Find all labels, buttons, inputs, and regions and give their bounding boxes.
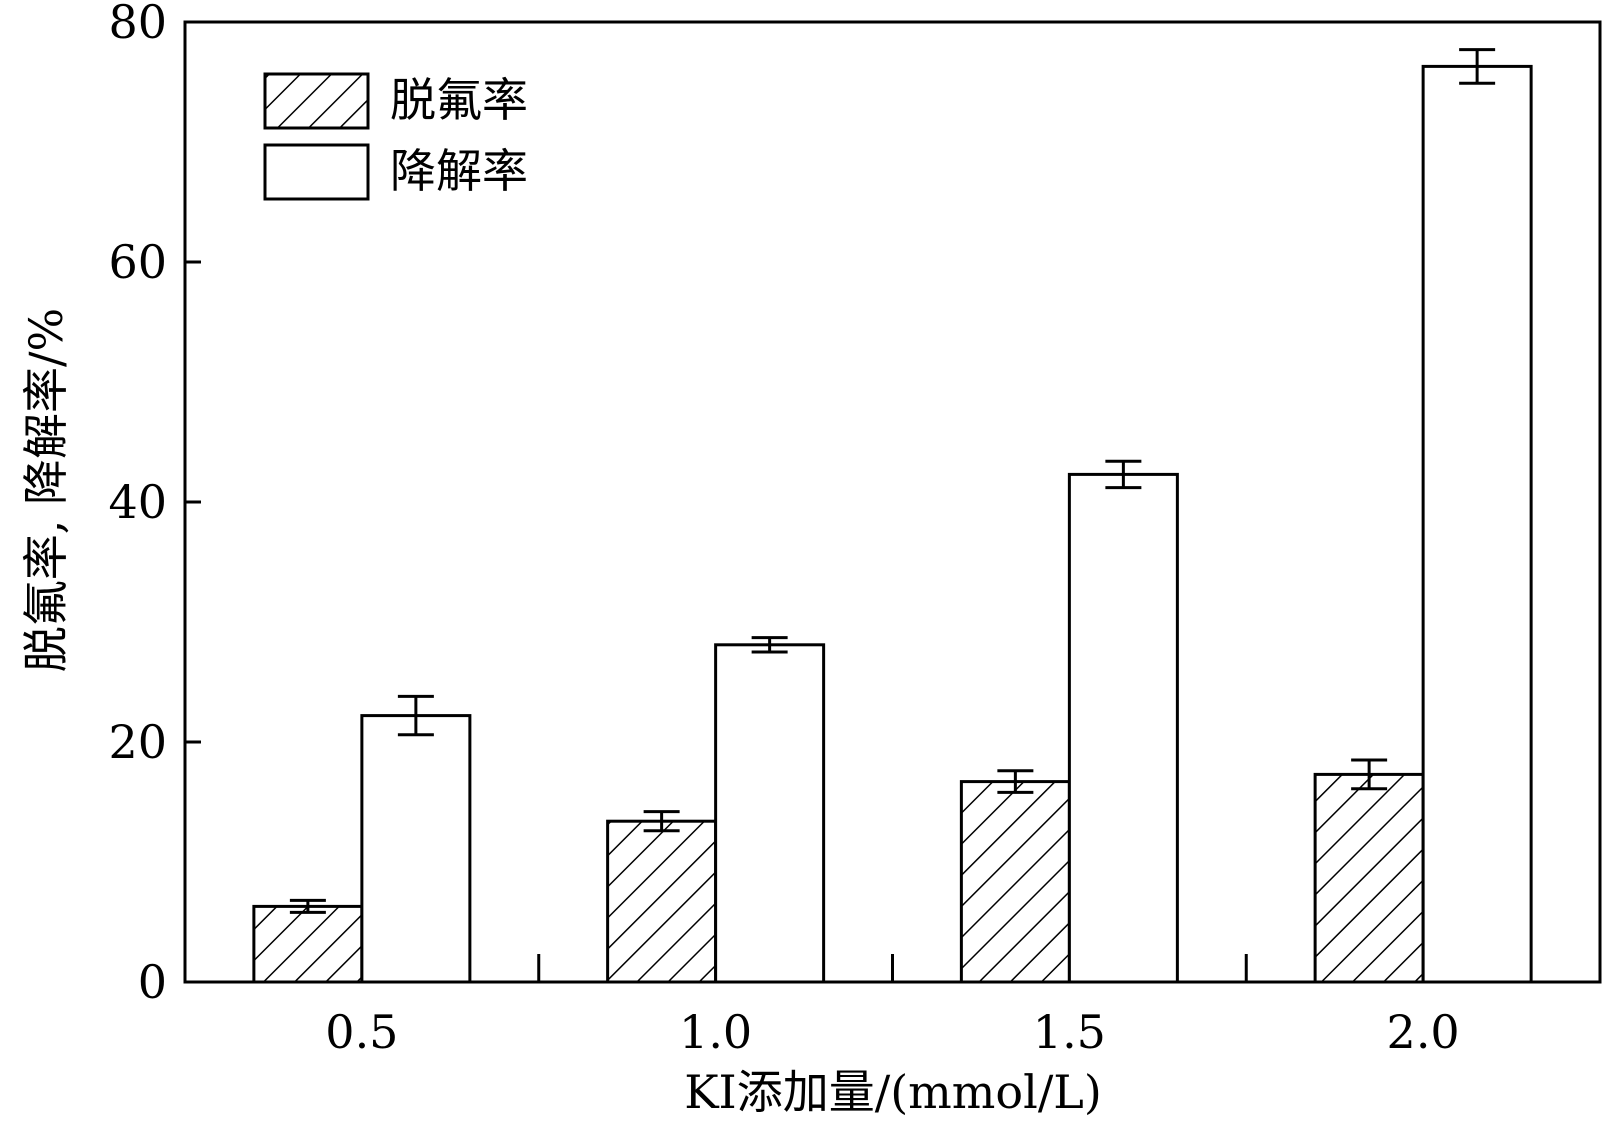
bar-defluorination [252,904,364,984]
legend-swatch-hatched [263,72,370,130]
bar-defluorination [606,819,718,984]
legend-label-defluorination: 脱氟率 [390,73,528,127]
error-bar [751,636,788,654]
bar-degradation [360,714,472,984]
bars [252,64,1533,984]
y-tick-label: 80 [108,0,167,49]
bar-defluorination [1313,772,1425,984]
error-bar [643,810,680,833]
y-tick-label: 60 [108,235,167,289]
bar-degradation [1421,64,1533,984]
x-tick-label: 1.5 [1033,1005,1106,1059]
bar-defluorination [959,780,1071,984]
y-axis-title: 脱氟率, 降解率/% [19,308,73,672]
error-bar [1351,758,1388,791]
legend-label-degradation: 降解率 [390,144,528,198]
legend-swatch-white [263,143,370,201]
legend: 脱氟率 降解率 [263,72,528,201]
y-tick-label: 0 [138,955,167,1009]
error-bar [997,769,1034,794]
y-tick-label: 40 [108,475,167,529]
y-axis: 0 20 40 60 80 [108,0,201,1009]
x-axis-title: KI添加量/(mmol/L) [684,1065,1102,1119]
x-tick-label: 2.0 [1387,1005,1460,1059]
error-bar [1105,459,1142,490]
y-tick-label: 20 [108,715,167,769]
error-bar [1459,48,1496,85]
error-bar [397,694,434,737]
x-tick-label: 1.0 [679,1005,752,1059]
error-bar [289,898,326,914]
x-axis: 0.5 1.0 1.5 2.0 [325,954,1460,1059]
error-bars [289,48,1496,914]
x-tick-label: 0.5 [325,1005,398,1059]
bar-degradation [714,643,826,984]
bar-degradation [1067,472,1179,984]
